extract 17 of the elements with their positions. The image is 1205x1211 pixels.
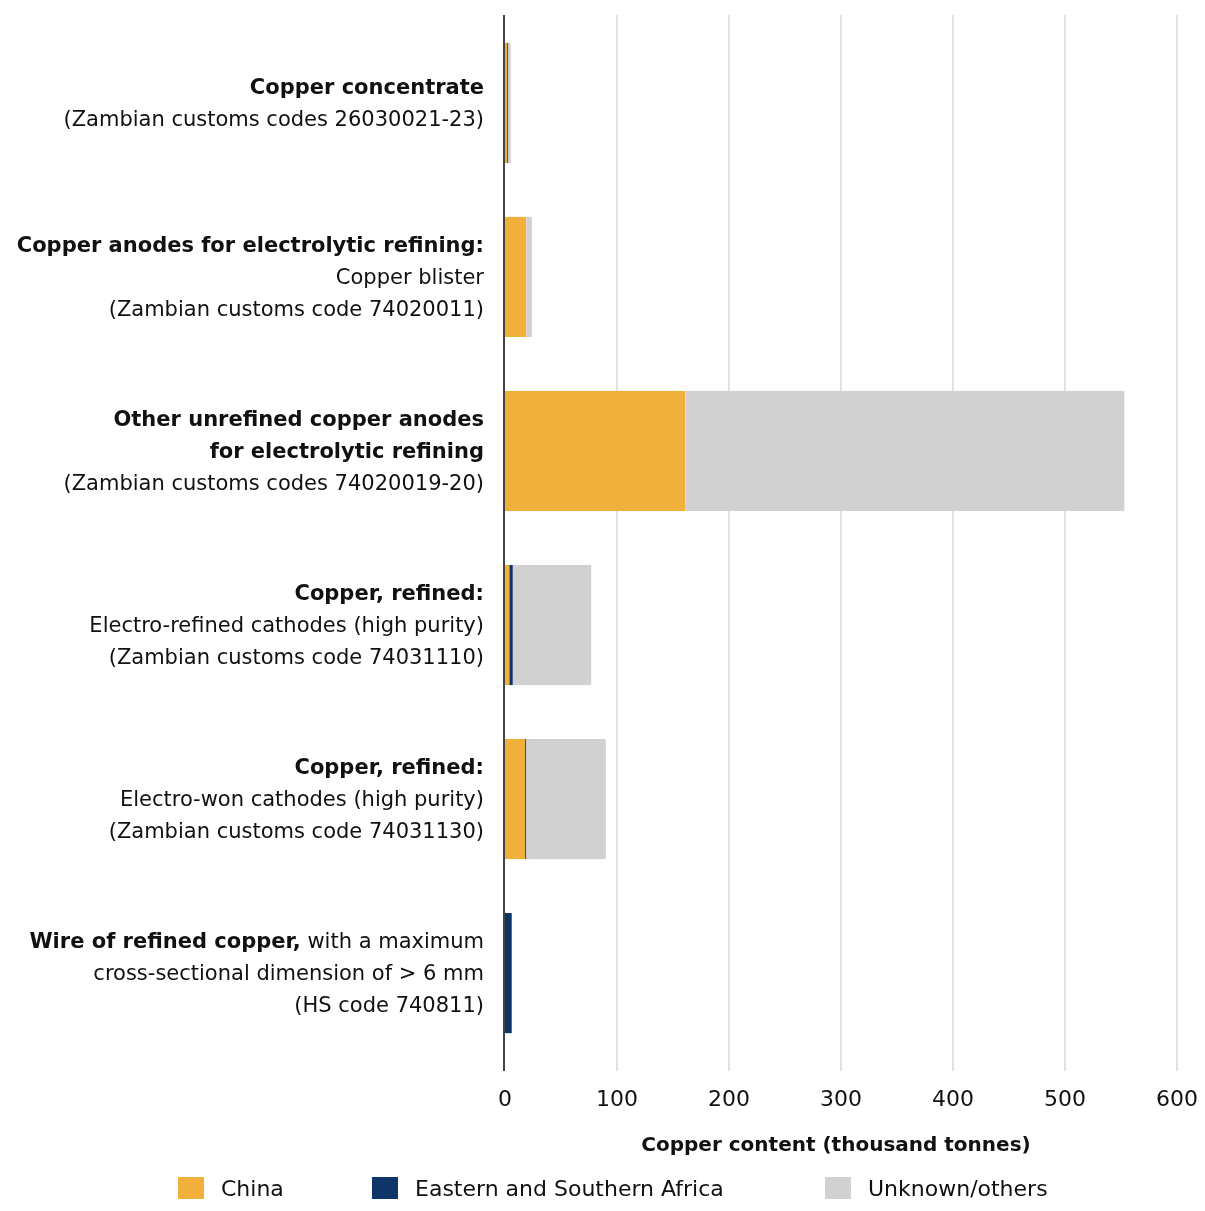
x-tick-label: 600 bbox=[1156, 1086, 1198, 1111]
y-tick-label: Other unrefined copper anodes for electrolytic refining (Zambian customs codes 74020019-20) bbox=[63, 406, 484, 495]
y-tick-label: Copper anodes for electrolytic refining: Copper blister (Zambian customs code 74020011) bbox=[16, 232, 485, 321]
y-tick-label: Copper, refined: Electro-refined cathodes (high purity) (Zambian customs code 74031110) bbox=[89, 581, 484, 670]
x-tick-label: 500 bbox=[1044, 1086, 1086, 1111]
x-axis-title: Copper content (thousand tonnes) bbox=[641, 1132, 1031, 1156]
legend-label: Unknown/others bbox=[868, 1176, 1048, 1201]
y-tick-label: Copper concentrate (Zambian customs codes 26030021-23) bbox=[63, 74, 484, 131]
legend-label: Eastern and Southern Africa bbox=[415, 1176, 724, 1201]
x-tick-label: 100 bbox=[596, 1086, 638, 1111]
x-tick-label: 400 bbox=[932, 1086, 974, 1111]
y-tick-label: Wire of refined copper, with a maximum cross-sectional dimension of > 6 mm (HS code 740811) bbox=[29, 929, 484, 1018]
x-tick-label: 0 bbox=[498, 1086, 512, 1111]
y-tick-label: Copper, refined: Electro-won cathodes (high purity) (Zambian customs code 74031130) bbox=[108, 755, 484, 844]
legend-label: China bbox=[221, 1176, 284, 1201]
x-tick-label: 300 bbox=[820, 1086, 862, 1111]
x-tick-label: 200 bbox=[708, 1086, 750, 1111]
